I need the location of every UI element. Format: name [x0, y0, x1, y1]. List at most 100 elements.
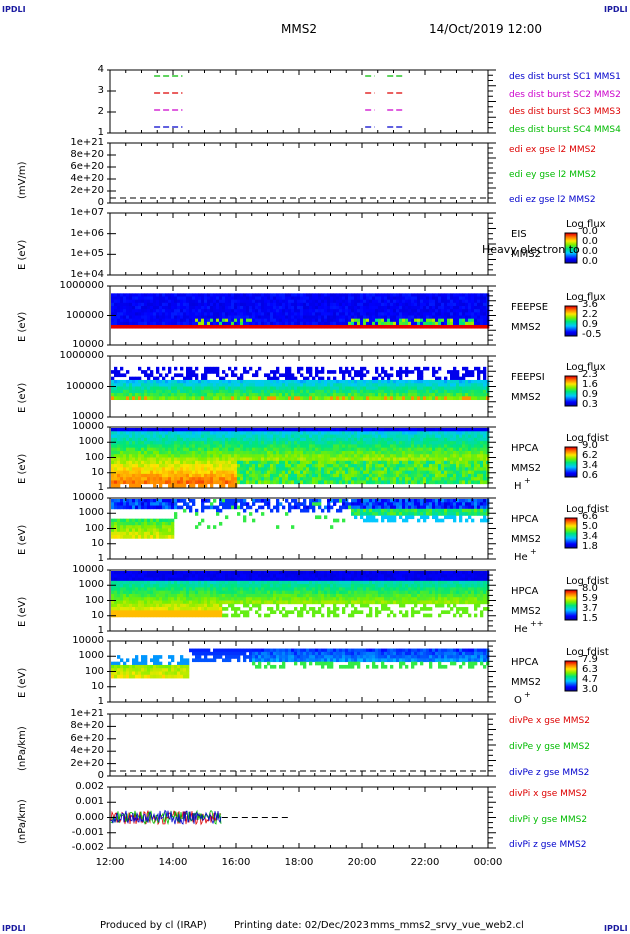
xtick-label: 20:00	[347, 857, 377, 868]
colorbar-tick-feepsi: 0.9	[582, 389, 598, 400]
colorbar-tick-hpca_h: 9.0	[582, 440, 598, 451]
ytick-feepsi: 10000	[72, 411, 104, 422]
charge-hpca_o: +	[524, 690, 531, 699]
colorbar-tick-eis: 0.0	[582, 236, 598, 247]
ytick-hpca_he2: 10	[91, 609, 104, 621]
ytick-hpca_o: 100	[84, 665, 104, 677]
colorbar-feepse	[564, 305, 578, 337]
instrument-feepse: FEEPSE	[511, 302, 549, 313]
ylabel-divpe: (nPa/km)	[17, 726, 28, 771]
xtick-label: 14:00	[158, 857, 188, 868]
legend-item-burst: des dist burst SC1 MMS1	[509, 72, 621, 82]
colorbar-title-eis: Log flux	[566, 219, 606, 230]
colorbar-tick-hpca_h: 6.2	[582, 450, 598, 461]
xtick-label: 12:00	[95, 857, 125, 868]
ytick-hpca_he1: 1	[97, 553, 104, 564]
footer-printing-date: Printing date: 02/Dec/2023	[234, 920, 370, 931]
colorbar-tick-hpca_h: 0.6	[582, 470, 598, 481]
ytick-burst: 2	[97, 106, 104, 117]
ytick-eis: 1e+05	[70, 248, 104, 260]
ytick-hpca_o: 10000	[72, 635, 104, 646]
xtick-label: 18:00	[284, 857, 314, 868]
ytick-edi: 6e+20	[70, 161, 104, 172]
legend-item-divpi: divPi x gse MMS2	[509, 789, 588, 799]
panel-frame-eis	[109, 212, 489, 276]
ytick-hpca_h: 1000	[78, 436, 104, 448]
spacecraft-feepse: MMS2	[511, 322, 541, 333]
ytick-edi: 1e+21	[70, 137, 104, 148]
ylabel-feepsi: E (eV)	[17, 382, 28, 413]
ylabel-eis: E (eV)	[17, 239, 28, 270]
ylabel-hpca_he1: E (eV)	[17, 524, 28, 555]
corner-label-bottom-left: IPDLI	[2, 924, 26, 933]
spectrogram-hpca_h	[111, 428, 490, 488]
spacecraft-feepsi: MMS2	[511, 392, 541, 403]
ytick-edi: 8e+20	[70, 149, 104, 160]
instrument-feepsi: FEEPSI	[511, 372, 545, 383]
legend-item-divpe: divPe z gse MMS2	[509, 768, 590, 778]
colorbar-feepsi	[564, 375, 578, 407]
colorbar-tick-hpca_o: 4.7	[582, 674, 598, 685]
species-hpca_he1: He	[514, 552, 528, 563]
panel-frame-burst	[109, 69, 489, 134]
colorbar-tick-hpca_he1: 5.0	[582, 521, 598, 532]
colorbar-hpca_he1	[564, 517, 578, 549]
ytick-feepse: 1000000	[59, 280, 104, 291]
spacecraft-hpca_he2: MMS2	[511, 606, 541, 617]
colorbar-tick-hpca_he2: 8.0	[582, 583, 598, 594]
colorbar-tick-eis: 0.0	[582, 256, 598, 267]
spacecraft-hpca_o: MMS2	[511, 677, 541, 688]
species-hpca_he2: He	[514, 624, 528, 635]
ytick-eis: 1e+07	[70, 207, 104, 218]
ytick-divpi: 0.000	[75, 811, 104, 823]
ytick-eis: 1e+04	[70, 269, 104, 280]
ytick-hpca_he2: 1000	[78, 579, 104, 591]
legend-item-divpi: divPi z gse MMS2	[509, 840, 587, 850]
ytick-hpca_he1: 10	[91, 537, 104, 549]
spacecraft-hpca_he1: MMS2	[511, 534, 541, 545]
corner-label-top-left: IPDLI	[2, 5, 26, 14]
instrument-eis: EIS	[511, 229, 527, 240]
ytick-hpca_h: 1	[97, 482, 104, 493]
spectrogram-feepsi	[111, 366, 490, 401]
ytick-divpe: 6e+20	[70, 732, 104, 744]
ytick-hpca_o: 1000	[78, 650, 104, 662]
corner-label-top-right: IPDLI	[604, 5, 628, 14]
ytick-hpca_h: 10	[91, 466, 104, 478]
ytick-hpca_o: 10	[91, 680, 104, 692]
ytick-feepsi: 1000000	[59, 350, 104, 361]
ylabel-hpca_o: E (eV)	[17, 667, 28, 698]
colorbar-tick-eis: 0.0	[582, 226, 598, 237]
ytick-divpi: 0.001	[75, 796, 104, 808]
series-divpi-z	[110, 809, 222, 825]
xtick-label: 16:00	[221, 857, 251, 868]
colorbar-tick-hpca_o: 6.3	[582, 664, 598, 675]
ytick-hpca_he2: 100	[84, 594, 104, 606]
ytick-divpe: 1e+21	[70, 708, 104, 719]
colorbar-tick-hpca_he1: 1.8	[582, 541, 598, 552]
colorbar-tick-hpca_he1: 3.4	[582, 531, 598, 542]
ytick-hpca_he2: 1	[97, 625, 104, 636]
charge-hpca_he1: +	[530, 547, 537, 556]
spectrogram-feepse	[111, 293, 490, 329]
ytick-burst: 3	[97, 85, 104, 96]
panel-frame-edi	[109, 142, 489, 204]
ytick-hpca_he1: 10000	[72, 492, 104, 503]
ytick-divpe: 2e+20	[70, 757, 104, 769]
footer-produced-by: Produced by cl (IRAP)	[100, 920, 207, 931]
ytick-feepsi: 100000	[65, 380, 104, 392]
colorbar-tick-hpca_h: 3.4	[582, 460, 598, 471]
ytick-edi: 2e+20	[70, 185, 104, 196]
spacecraft-title: MMS2	[281, 22, 317, 36]
ytick-edi: 0	[97, 197, 104, 208]
colorbar-tick-feepse: 3.6	[582, 299, 598, 310]
legend-item-divpe: divPe y gse MMS2	[509, 742, 590, 752]
instrument-hpca_he2: HPCA	[511, 586, 539, 597]
colorbar-hpca_o	[564, 660, 578, 692]
colorbar-hpca_h	[564, 446, 578, 478]
colorbar-title-hpca_he1: Log fdist	[566, 504, 609, 515]
colorbar-title-feepsi: Log flux	[566, 362, 606, 373]
colorbar-tick-feepse: 2.2	[582, 309, 598, 320]
colorbar-tick-hpca_o: 3.0	[582, 684, 598, 695]
